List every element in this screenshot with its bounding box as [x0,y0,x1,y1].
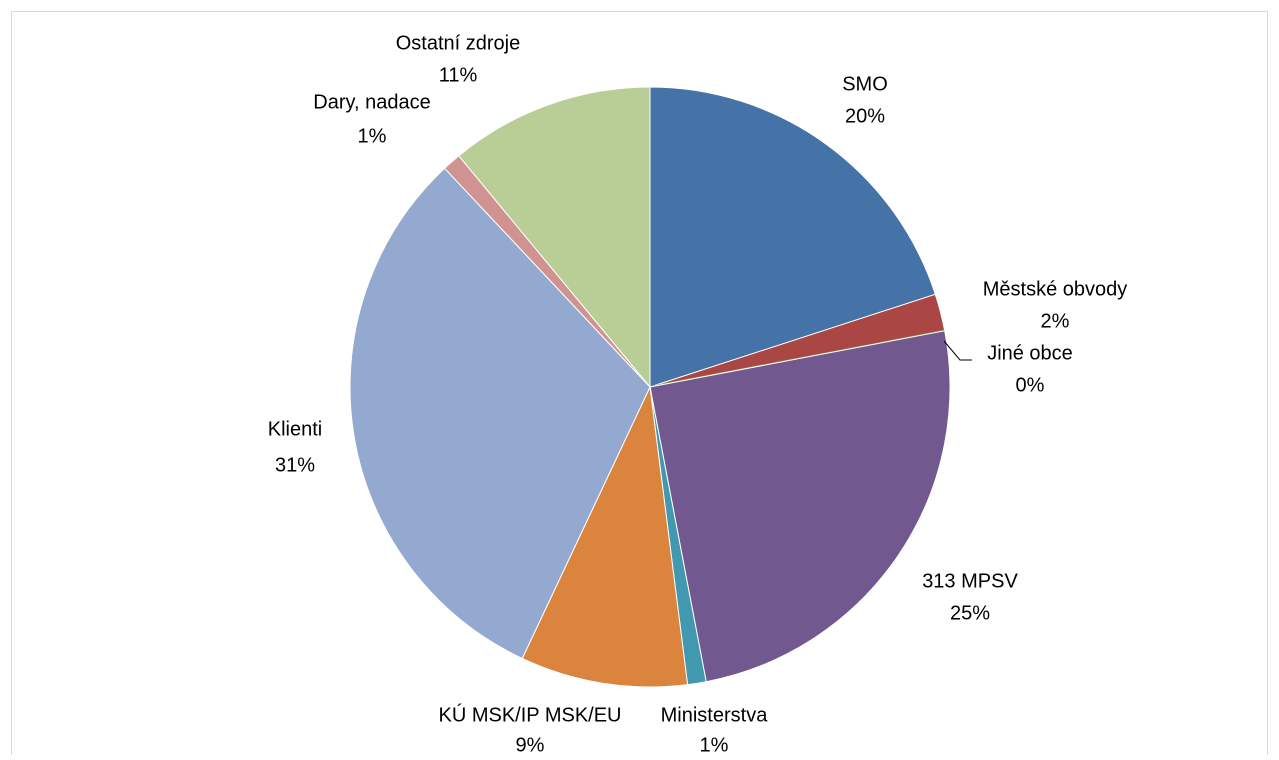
slice-percent: 25% [950,602,990,624]
slice-percent: 1% [358,125,387,147]
slice-percent: 9% [516,734,545,755]
pie-slice [521,385,689,688]
slice-percent: 0% [1016,374,1045,396]
pie-slice [649,86,936,388]
slice-label: 313 MPSV [922,570,1018,592]
pie-slice [458,86,651,389]
slice-percent: 1% [700,734,729,755]
slice-label: Ministerstva [661,704,769,726]
slice-percent: 2% [1041,310,1070,332]
leader-line [943,340,972,361]
slice-label: Klienti [268,418,322,440]
slice-percent: 11% [439,64,478,86]
slice-label: Městské obvody [983,278,1128,300]
slice-percent: 20% [845,105,885,127]
pie [349,86,951,688]
slice-label: Dary, nadace [313,91,430,113]
slice-label: Jiné obce [987,342,1073,364]
data-labels: SMO 20% Městské obvody 2% Jiné obce 0% 313 MPS… [268,32,1128,756]
slice-label: SMO [842,73,888,95]
slice-label: KÚ MSK/IP MSK/EU [438,703,621,726]
pie-slice [349,167,651,660]
pie-slice [649,330,951,683]
slice-percent: 31% [275,454,315,476]
slice-label: Ostatní zdroje [396,32,521,54]
